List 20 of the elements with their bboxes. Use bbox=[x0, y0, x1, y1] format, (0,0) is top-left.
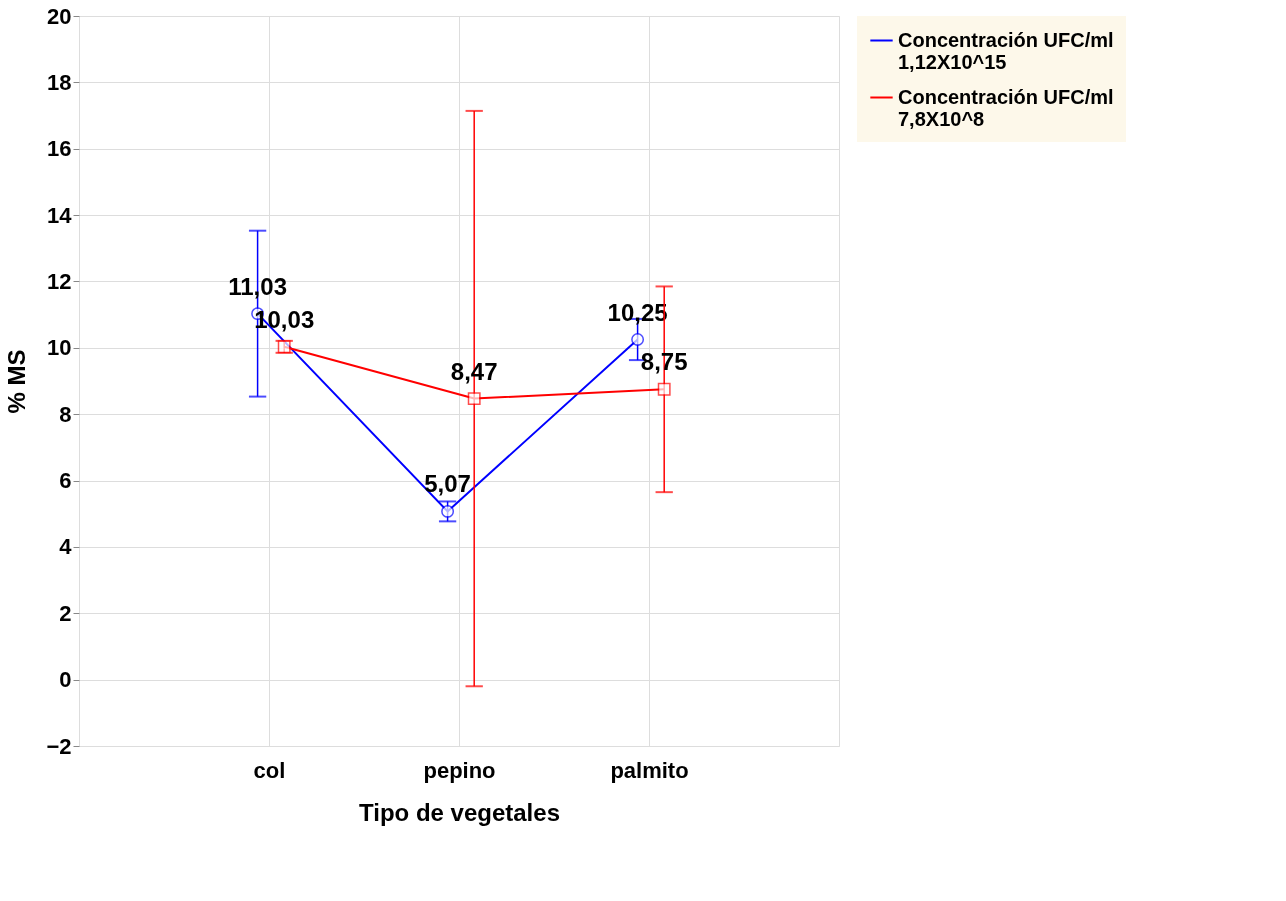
y-tick-label: 20 bbox=[47, 3, 72, 29]
data-label: 5,07 bbox=[424, 470, 471, 498]
legend-label: Concentración UFC/ml 1,12X10^15 bbox=[898, 28, 1114, 73]
x-tick-label: palmito bbox=[610, 757, 689, 783]
y-tick-label: 8 bbox=[59, 401, 72, 427]
y-tick-label: −2 bbox=[46, 733, 72, 759]
y-tick-label: 6 bbox=[59, 468, 72, 494]
y-tick-label: 2 bbox=[59, 600, 72, 626]
x-tick-label: col bbox=[253, 757, 286, 783]
y-axis-title: % MS bbox=[3, 349, 31, 414]
y-tick-label: 0 bbox=[59, 667, 72, 693]
x-tick-label: pepino bbox=[423, 757, 496, 783]
y-tick-label: 12 bbox=[47, 268, 72, 294]
y-tick-label: 10 bbox=[47, 335, 72, 361]
x-axis-title: Tipo de vegetales bbox=[359, 798, 560, 826]
legend-label: Concentración UFC/ml 7,8X10^8 bbox=[898, 85, 1114, 130]
y-tick-label: 18 bbox=[47, 69, 72, 95]
y-tick-label: 16 bbox=[47, 136, 72, 162]
y-tick-label: 4 bbox=[59, 534, 73, 560]
y-tick-label: 14 bbox=[47, 202, 73, 228]
